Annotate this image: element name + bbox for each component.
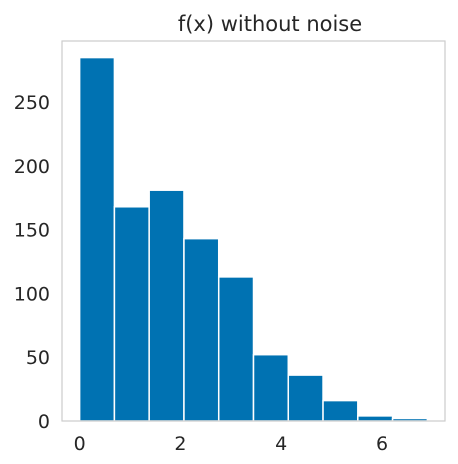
y-axis-ticks: 0 50 100 150 200 250 <box>14 92 50 433</box>
x-axis-ticks: 0 2 4 6 <box>74 433 388 455</box>
histogram-bar-4 <box>217 276 255 422</box>
histogram-bar-7 <box>322 399 359 422</box>
x-tick-label: 6 <box>376 433 388 455</box>
chart-title: f(x) without noise <box>178 12 362 36</box>
x-tick-label: 2 <box>174 433 186 455</box>
plot-frame <box>61 40 446 422</box>
histogram-bar-0 <box>78 56 116 422</box>
histogram-bar-3 <box>183 237 220 422</box>
histogram-bar-5 <box>252 353 290 422</box>
histogram-bar-2 <box>148 189 185 422</box>
y-tick-label: 250 <box>14 92 50 114</box>
y-tick-label: 200 <box>14 156 50 178</box>
y-tick-label: 0 <box>38 411 50 433</box>
y-tick-label: 50 <box>26 347 50 369</box>
histogram-bar-1 <box>113 206 150 422</box>
y-tick-label: 100 <box>14 283 50 305</box>
x-tick-label: 4 <box>275 433 287 455</box>
histogram-bar-6 <box>287 374 324 422</box>
y-tick-label: 150 <box>14 220 50 242</box>
histogram-bar-8 <box>357 415 394 422</box>
x-tick-label: 0 <box>74 433 86 455</box>
bars-group <box>78 56 429 422</box>
